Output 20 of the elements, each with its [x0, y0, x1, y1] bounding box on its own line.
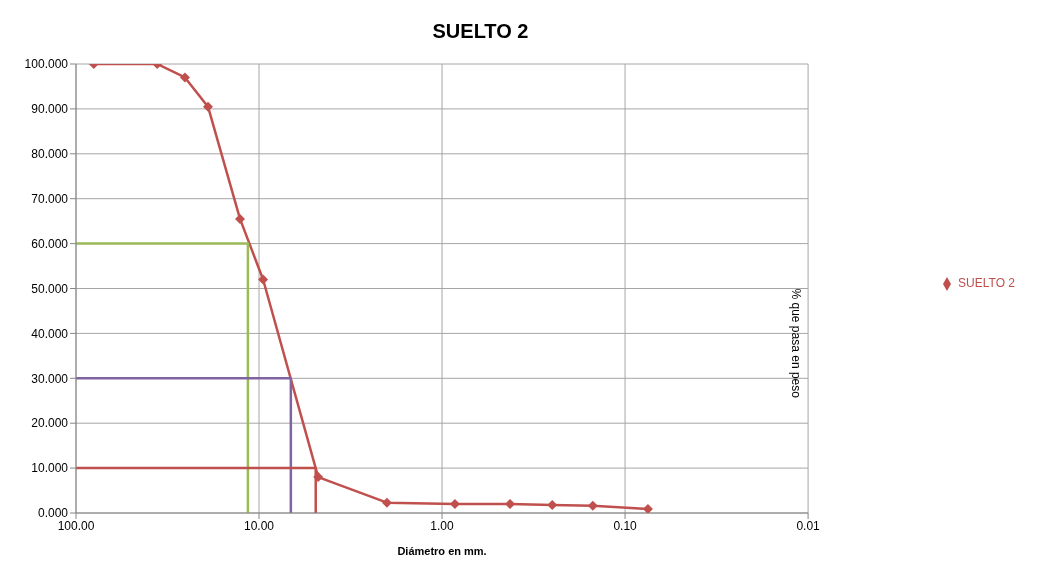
y-tick-label: 0.000	[37, 506, 69, 521]
y-axis-title: % que pasa en peso	[788, 288, 803, 399]
chart-title: SUELTO 2	[431, 20, 530, 43]
x-tick-label: 0.10	[613, 518, 638, 533]
x-tick-label: 10.00	[244, 518, 275, 533]
x-tick-label: 0.01	[796, 518, 821, 533]
y-tick-label: 60.000	[31, 236, 69, 251]
y-tick-label: 90.000	[31, 102, 69, 117]
y-tick-label: 80.000	[31, 147, 69, 162]
x-axis-title: Diámetro en mm.	[397, 545, 487, 557]
y-tick-label: 40.000	[31, 326, 69, 341]
y-tick-label: 20.000	[31, 416, 69, 431]
x-tick-label: 1.00	[430, 518, 455, 533]
x-tick-label: 100.00	[57, 518, 95, 533]
legend-label: SUELTO 2	[958, 276, 1015, 291]
y-tick-label: 70.000	[31, 191, 69, 206]
y-tick-label: 50.000	[31, 281, 69, 296]
y-tick-label: 10.000	[31, 461, 69, 476]
y-tick-label: 100.000	[24, 57, 69, 72]
y-tick-label: 30.000	[31, 371, 69, 386]
